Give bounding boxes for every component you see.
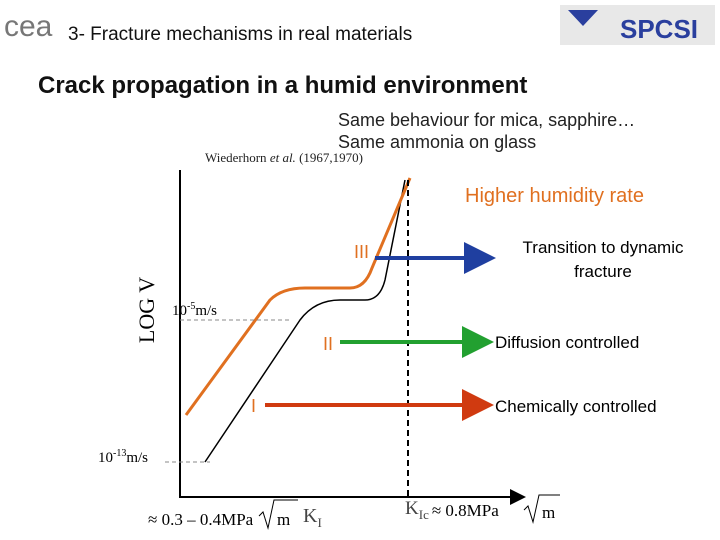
region-text: Diffusion controlled xyxy=(495,333,639,352)
threshold: ≈ 0.3 – 0.4MPa xyxy=(148,510,254,529)
y-axis-label: LOG V xyxy=(134,277,159,343)
region-label: I xyxy=(251,396,256,416)
note: Same ammonia on glass xyxy=(338,132,536,152)
region-text: fracture xyxy=(574,262,632,281)
slide-title: Crack propagation in a humid environment xyxy=(38,72,527,99)
curve-humid xyxy=(184,177,412,416)
kic-label: KIc ≈ 0.8MPa xyxy=(405,498,499,522)
curve-dry xyxy=(204,179,406,463)
citation: Wiederhorn et al. (1967,1970) xyxy=(205,150,363,165)
note: Same behaviour for mica, sapphire… xyxy=(338,110,635,130)
region-text: Chemically controlled xyxy=(495,397,657,416)
logo-icon xyxy=(568,10,598,26)
humidity-label: Higher humidity rate xyxy=(465,185,644,207)
kic-root: m xyxy=(542,503,555,522)
threshold-root: m xyxy=(277,510,290,529)
speed-high: 10-5m/s xyxy=(172,301,217,319)
logo-right: SPCSI xyxy=(620,14,698,44)
k-label: KI xyxy=(303,505,322,530)
radical xyxy=(523,494,560,524)
header-title: 3- Fracture mechanisms in real materials xyxy=(68,24,412,45)
speed-low: 10-13m/s xyxy=(98,448,148,466)
region-label: III xyxy=(354,242,369,262)
radical xyxy=(258,499,298,530)
logo-left: cea xyxy=(4,10,53,43)
region-label: II xyxy=(323,334,333,354)
region-text: Transition to dynamic xyxy=(523,238,684,257)
